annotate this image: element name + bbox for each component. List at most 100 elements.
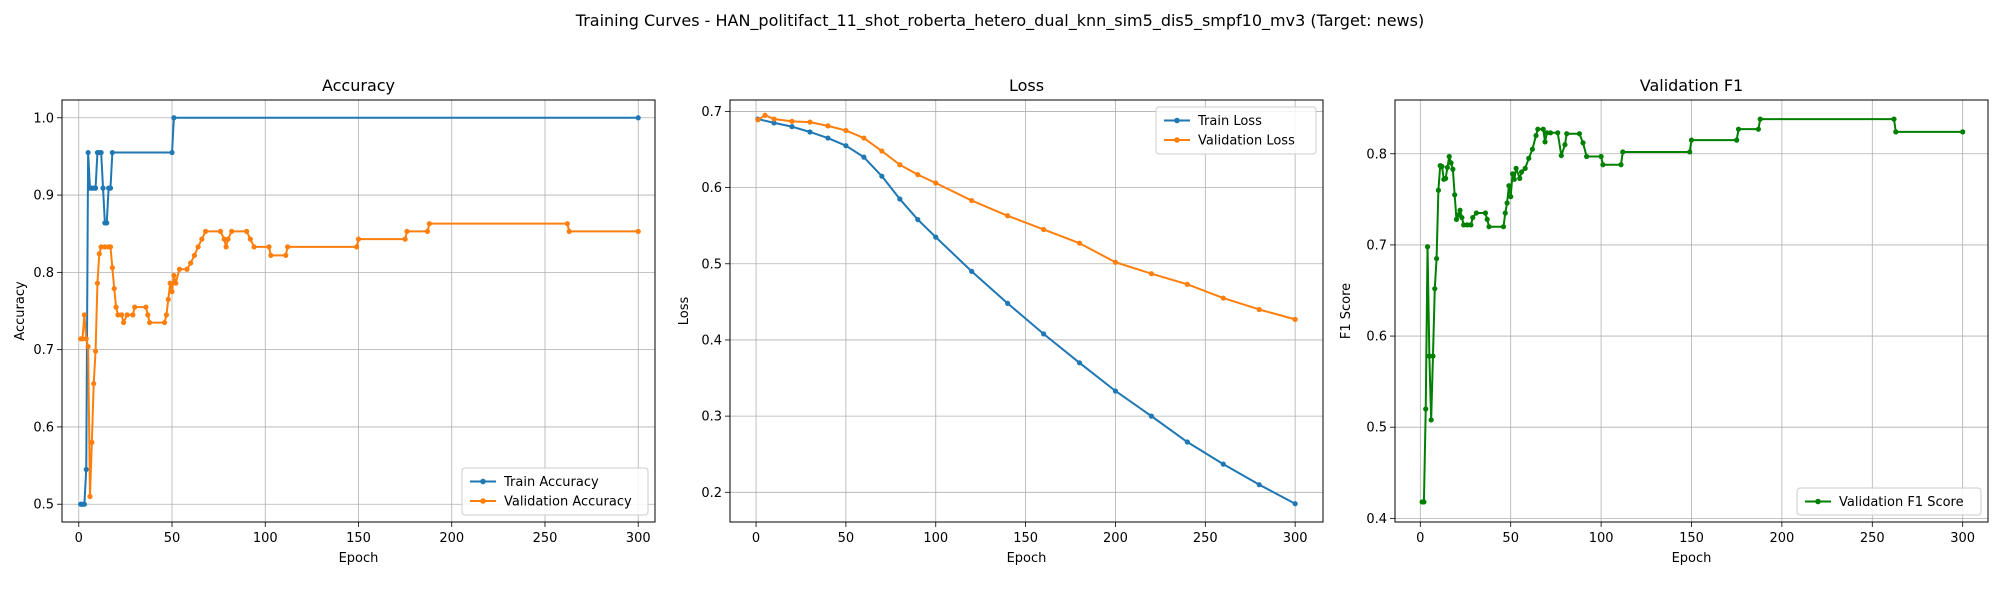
- data-point: [355, 236, 362, 242]
- data-point: [1220, 295, 1226, 301]
- data-point: [1424, 244, 1431, 250]
- legend-marker: [1174, 117, 1180, 124]
- data-point: [933, 234, 939, 240]
- data-point: [188, 260, 194, 266]
- data-point: [109, 149, 115, 156]
- axes-frame: [729, 99, 1324, 523]
- data-point: [173, 280, 179, 286]
- data-point: [1292, 501, 1298, 507]
- data-point: [251, 244, 257, 250]
- x-tick-label: 0: [1416, 531, 1424, 546]
- data-point: [1517, 175, 1523, 181]
- data-point: [1220, 461, 1226, 467]
- axes-frame: [61, 99, 656, 523]
- data-point: [404, 228, 410, 234]
- data-point: [1735, 126, 1742, 132]
- x-tick-label: 150: [1013, 531, 1038, 546]
- data-point: [1005, 213, 1011, 219]
- legend-box: [461, 467, 649, 516]
- x-axis-label: Epoch: [1007, 551, 1047, 566]
- data-point: [861, 154, 867, 160]
- data-point: [1518, 169, 1525, 175]
- data-point: [81, 501, 87, 507]
- y-tick-label: 0.4: [1366, 512, 1387, 527]
- data-point: [1112, 388, 1119, 394]
- data-point: [113, 304, 119, 310]
- data-point: [107, 244, 114, 250]
- data-point: [969, 197, 975, 204]
- data-point: [165, 296, 171, 303]
- x-tick-label: 50: [164, 531, 181, 546]
- data-point: [897, 196, 903, 202]
- legend-marker: [1174, 137, 1180, 143]
- data-point: [915, 216, 921, 223]
- data-point: [83, 466, 89, 473]
- data-point: [1734, 137, 1740, 143]
- chart-title: Validation F1: [1640, 76, 1743, 95]
- data-point: [635, 228, 641, 234]
- data-point: [92, 348, 99, 354]
- legend: Train Accuracy Validation Accuracy: [461, 467, 649, 516]
- data-point: [102, 244, 108, 250]
- data-point: [225, 236, 231, 242]
- data-point: [1535, 126, 1541, 132]
- data-point: [1755, 126, 1761, 132]
- legend-box: [1155, 106, 1317, 155]
- data-point: [969, 268, 975, 274]
- data-point: [124, 312, 130, 318]
- data-point: [1292, 316, 1298, 322]
- data-point: [85, 343, 91, 350]
- data-point: [1506, 183, 1512, 189]
- y-tick-label: 0.7: [33, 343, 54, 358]
- data-point: [115, 312, 121, 318]
- data-point: [1432, 286, 1438, 292]
- data-point: [1459, 214, 1465, 221]
- data-point: [825, 135, 831, 141]
- data-point: [861, 135, 867, 141]
- x-tick-label: 250: [1860, 531, 1885, 546]
- data-point: [1580, 140, 1586, 146]
- legend: Train Loss Validation Loss: [1155, 106, 1317, 155]
- data-point: [195, 244, 201, 250]
- y-tick-label: 0.7: [1366, 238, 1387, 253]
- data-point: [191, 252, 197, 258]
- data-point: [1435, 187, 1441, 193]
- chart-panel-0: Accuracy 0 50 100 150 200 250 300 0.5 0.6 0.7 0.8 0.…: [13, 76, 656, 566]
- data-point: [79, 336, 86, 342]
- data-point: [100, 185, 106, 191]
- series-group: [755, 112, 1298, 507]
- data-point: [89, 439, 95, 445]
- data-point: [109, 265, 115, 271]
- y-tick-label: 0.5: [33, 498, 54, 513]
- data-point: [217, 228, 224, 234]
- data-point: [933, 180, 939, 186]
- data-point: [1620, 149, 1626, 155]
- y-tick-label: 0.9: [33, 189, 54, 204]
- x-tick-label: 300: [626, 531, 651, 546]
- data-point: [1452, 192, 1458, 198]
- data-point: [1542, 139, 1548, 145]
- x-tick-label: 100: [1589, 531, 1614, 546]
- data-point: [1184, 439, 1190, 445]
- data-point: [285, 244, 291, 250]
- y-axis-label: Loss: [677, 297, 692, 326]
- data-point: [1891, 116, 1897, 122]
- y-tick-label: 0.8: [1366, 147, 1387, 162]
- data-point: [1522, 165, 1528, 171]
- data-point: [402, 236, 408, 242]
- axes-frame: [1394, 99, 1989, 523]
- legend-label: Validation Loss: [1198, 134, 1295, 149]
- y-tick-label: 0.5: [1366, 421, 1387, 436]
- data-point: [566, 228, 572, 234]
- data-point: [1513, 165, 1519, 171]
- figure-suptitle: Training Curves - HAN_politifact_11_shot…: [575, 11, 1424, 31]
- data-point: [1076, 360, 1083, 366]
- data-point: [1076, 240, 1083, 246]
- data-point: [1482, 210, 1488, 216]
- data-point: [426, 221, 432, 227]
- data-point: [1526, 155, 1532, 161]
- data-point: [221, 236, 227, 242]
- data-point: [1687, 149, 1693, 155]
- data-point: [1005, 300, 1011, 306]
